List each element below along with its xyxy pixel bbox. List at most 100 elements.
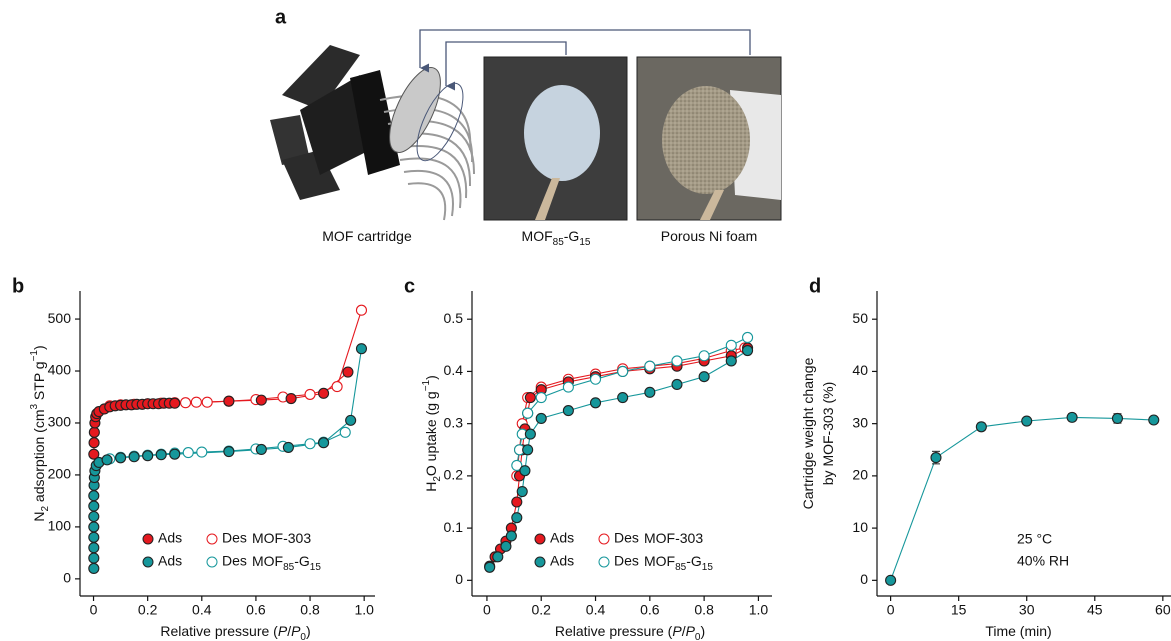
text-part: 0 — [300, 632, 306, 641]
filled-marker — [88, 510, 100, 523]
text-part: 3 — [29, 404, 40, 410]
y-axis-label: H2O uptake (g g−1) — [421, 375, 443, 492]
y-tick-label: 300 — [48, 414, 72, 430]
filled-marker — [88, 426, 100, 438]
text-part: 85 — [553, 237, 565, 248]
filled-marker — [282, 441, 294, 453]
y-tick-label: 50 — [852, 310, 868, 326]
filled-marker — [255, 443, 267, 456]
filled-marker — [617, 391, 629, 404]
text-part: 0 — [695, 632, 701, 641]
legend-group-label: MOF-303 — [644, 530, 703, 546]
text-part: -G — [564, 228, 580, 244]
legend-label: Ads — [158, 553, 182, 569]
filled-marker — [519, 465, 531, 477]
filled-marker — [155, 449, 167, 461]
y-tick-label: 0.3 — [444, 414, 464, 430]
x-tick-label: 0.4 — [586, 602, 606, 618]
filled-marker — [522, 444, 534, 456]
text-part: adsorption (cm — [31, 410, 47, 506]
photo-label: MOF85-G15 — [522, 228, 591, 248]
text-part: MOF-303 — [644, 530, 703, 546]
filled-marker — [516, 485, 528, 498]
legend-label: Ads — [158, 530, 182, 546]
open-marker — [196, 446, 208, 458]
filled-marker — [975, 421, 987, 433]
panel-letter: a — [275, 6, 287, 28]
filled-marker — [505, 530, 517, 542]
filled-marker — [1066, 411, 1078, 423]
legend-group-label: MOF85-G15 — [644, 553, 713, 573]
filled-marker — [492, 551, 504, 563]
legend-label: Ads — [550, 530, 574, 546]
legend-marker — [206, 556, 218, 568]
panel-letter: c — [404, 275, 415, 297]
y-tick-label: 0.1 — [444, 519, 464, 535]
filled-marker — [725, 355, 737, 367]
filled-marker — [88, 500, 100, 512]
x-tick-label: 0.6 — [246, 602, 266, 618]
filled-marker — [524, 391, 536, 404]
text-part: MOF cartridge — [322, 228, 412, 244]
text-part: 15 — [310, 562, 322, 573]
filled-marker — [885, 574, 897, 586]
open-marker — [304, 388, 316, 400]
legend-marker — [598, 556, 610, 568]
text-part: ) — [700, 623, 705, 639]
text-part: / — [682, 623, 686, 639]
filled-marker — [88, 552, 100, 564]
x-tick-label: 0.4 — [192, 602, 212, 618]
photo-label: MOF cartridge — [322, 228, 412, 244]
filled-marker — [223, 395, 235, 407]
open-marker — [535, 391, 547, 404]
filled-marker — [318, 387, 330, 399]
charts: MOF cartridge MOF85-G15 Porous Ni foamb010… — [12, 228, 1171, 641]
text-part: N — [31, 512, 47, 522]
panel-letter: d — [809, 275, 821, 297]
text-part: Relative pressure ( — [160, 623, 278, 639]
filled-marker — [88, 521, 100, 533]
open-marker — [355, 304, 368, 316]
y-axis-label: N2 adsorption (cm3 STP g−1) — [29, 345, 51, 521]
filled-marker — [88, 562, 100, 575]
open-marker — [562, 381, 574, 393]
y-tick-label: 200 — [48, 466, 72, 482]
text-part: ) — [306, 623, 311, 639]
text-part: −1 — [421, 379, 432, 391]
open-marker — [304, 438, 316, 450]
filled-marker — [342, 366, 354, 378]
open-marker — [589, 373, 602, 385]
x-tick-label: 1.0 — [354, 602, 374, 618]
photo-label: Porous Ni foam — [661, 228, 757, 244]
filled-marker — [101, 454, 113, 466]
text-part: MOF — [522, 228, 553, 244]
y-tick-label: 100 — [48, 518, 72, 534]
filled-marker — [169, 397, 181, 409]
open-marker — [671, 355, 683, 367]
text-part: -G — [294, 553, 310, 569]
open-marker — [182, 447, 194, 459]
filled-marker — [115, 452, 127, 464]
y-tick-label: 20 — [852, 467, 868, 483]
series-line — [516, 337, 748, 466]
filled-marker — [285, 393, 297, 405]
legend-label: Des — [614, 553, 639, 569]
text-part: MOF — [644, 553, 675, 569]
y-tick-label: 10 — [852, 519, 868, 535]
x-tick-label: 30 — [1019, 602, 1035, 618]
annotation: 40% RH — [1017, 553, 1069, 569]
y-tick-label: 0.4 — [444, 362, 464, 378]
legend-label: Ads — [550, 553, 574, 569]
text-part: 85 — [675, 562, 687, 573]
filled-marker — [223, 446, 235, 458]
open-marker — [742, 331, 754, 344]
filled-marker — [930, 452, 942, 464]
x-tick-label: 0.8 — [300, 602, 320, 618]
y-axis-label: by MOF-303 (%) — [820, 382, 836, 485]
text-part: MOF-303 — [252, 530, 311, 546]
filled-marker — [88, 531, 100, 543]
text-part: H — [423, 482, 439, 492]
filled-marker — [589, 397, 602, 409]
legend-label: Des — [222, 553, 247, 569]
